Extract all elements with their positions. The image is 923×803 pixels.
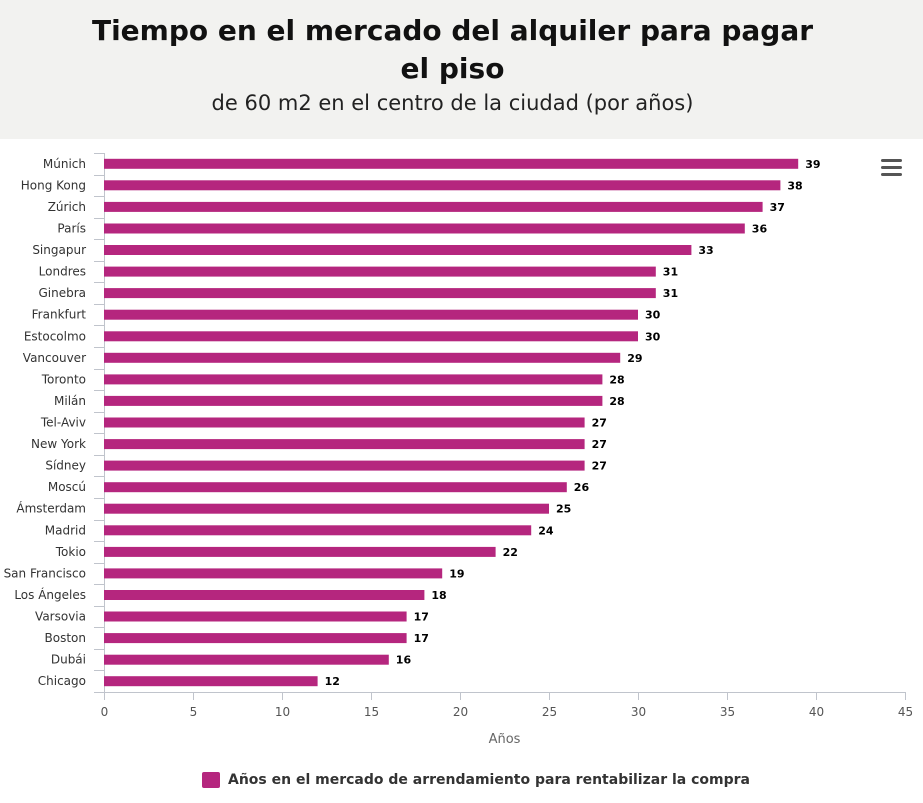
category-label: Tokio xyxy=(55,545,86,559)
data-label: 36 xyxy=(752,223,768,236)
x-tick-label: 10 xyxy=(275,705,290,719)
data-label: 26 xyxy=(574,481,590,494)
data-label: 12 xyxy=(325,675,340,688)
category-label: Toronto xyxy=(41,372,86,386)
category-label: Frankfurt xyxy=(32,308,87,322)
category-label: Los Ángeles xyxy=(14,587,86,602)
bar xyxy=(104,417,585,428)
data-label: 30 xyxy=(645,309,661,322)
data-label: 27 xyxy=(592,438,607,451)
data-label: 25 xyxy=(556,503,571,516)
data-label: 17 xyxy=(414,611,429,624)
bar xyxy=(104,331,638,342)
bar xyxy=(104,503,549,514)
legend-swatch xyxy=(202,772,220,788)
header-band xyxy=(0,0,923,139)
x-tick-label: 5 xyxy=(190,705,198,719)
category-label: Ginebra xyxy=(38,286,86,300)
category-label: Estocolmo xyxy=(24,329,86,343)
data-label: 22 xyxy=(503,546,518,559)
bar xyxy=(104,611,407,622)
x-tick-label: 0 xyxy=(101,705,109,719)
data-label: 18 xyxy=(431,589,446,602)
category-label: Milán xyxy=(54,394,86,408)
x-tick-label: 20 xyxy=(453,705,468,719)
x-tick-label: 25 xyxy=(542,705,557,719)
bar xyxy=(104,654,389,665)
data-label: 29 xyxy=(627,352,642,365)
bar xyxy=(104,439,585,450)
category-label: Hong Kong xyxy=(21,178,86,192)
category-label: Madrid xyxy=(45,523,86,537)
data-label: 27 xyxy=(592,417,607,430)
legend-label: Años en el mercado de arrendamiento para… xyxy=(228,772,750,788)
bar xyxy=(104,201,763,212)
data-label: 30 xyxy=(645,330,661,343)
data-label: 28 xyxy=(609,373,624,386)
bar-chart: Múnich 39 Hong Kong 38 Zúrich 37 París 36 Singap… xyxy=(4,153,913,747)
bar xyxy=(104,309,638,320)
category-label: Boston xyxy=(45,631,86,645)
bar xyxy=(104,676,318,687)
category-label: Ámsterdam xyxy=(16,501,86,516)
data-label: 19 xyxy=(449,567,464,580)
data-label: 37 xyxy=(770,201,785,214)
category-label: Dubái xyxy=(51,653,86,667)
bar xyxy=(104,266,656,277)
data-label: 24 xyxy=(538,524,554,537)
category-label: Moscú xyxy=(48,480,86,494)
chart-subtitle: de 60 m2 en el centro de la ciudad (por … xyxy=(211,91,694,115)
category-label: Vancouver xyxy=(23,351,86,365)
bar xyxy=(104,482,567,493)
x-axis-title: Años xyxy=(489,732,521,747)
data-label: 31 xyxy=(663,266,678,279)
chart-title: Tiempo en el mercado del alquiler para p… xyxy=(91,14,814,85)
category-label: Zúrich xyxy=(48,200,86,214)
data-label: 33 xyxy=(698,244,713,257)
category-label: Chicago xyxy=(38,674,86,688)
bar xyxy=(104,590,425,600)
data-label: 31 xyxy=(663,287,678,300)
category-label: Varsovia xyxy=(35,610,86,624)
bar xyxy=(104,568,443,579)
bar xyxy=(104,395,603,406)
legend[interactable]: Años en el mercado de arrendamiento para… xyxy=(202,769,750,791)
x-tick-label: 35 xyxy=(720,705,735,719)
x-tick-label: 45 xyxy=(898,705,913,719)
category-label: Tel-Aviv xyxy=(40,416,86,430)
data-label: 17 xyxy=(414,632,429,645)
bar xyxy=(104,525,532,536)
bar xyxy=(104,352,621,363)
data-label: 39 xyxy=(805,158,820,171)
bar xyxy=(104,223,745,234)
category-label: San Francisco xyxy=(4,566,86,580)
bar xyxy=(104,180,781,191)
bar xyxy=(104,288,656,299)
category-label: Sídney xyxy=(45,459,86,473)
category-label: New York xyxy=(31,437,86,451)
category-label: Londres xyxy=(39,265,86,279)
x-tick-label: 15 xyxy=(364,705,379,719)
bar xyxy=(104,460,585,471)
bar xyxy=(104,374,603,385)
bar xyxy=(104,158,799,169)
bar xyxy=(104,633,407,644)
data-label: 28 xyxy=(609,395,624,408)
data-label: 27 xyxy=(592,460,607,473)
x-tick-label: 40 xyxy=(809,705,824,719)
bar xyxy=(104,245,692,255)
category-label: Múnich xyxy=(43,157,86,171)
category-label: París xyxy=(57,222,86,236)
hamburger-menu-icon[interactable] xyxy=(879,157,903,177)
data-label: 16 xyxy=(396,654,412,667)
bar xyxy=(104,546,496,557)
x-tick-label: 30 xyxy=(631,705,646,719)
category-label: Singapur xyxy=(32,243,86,257)
data-label: 38 xyxy=(787,179,802,192)
